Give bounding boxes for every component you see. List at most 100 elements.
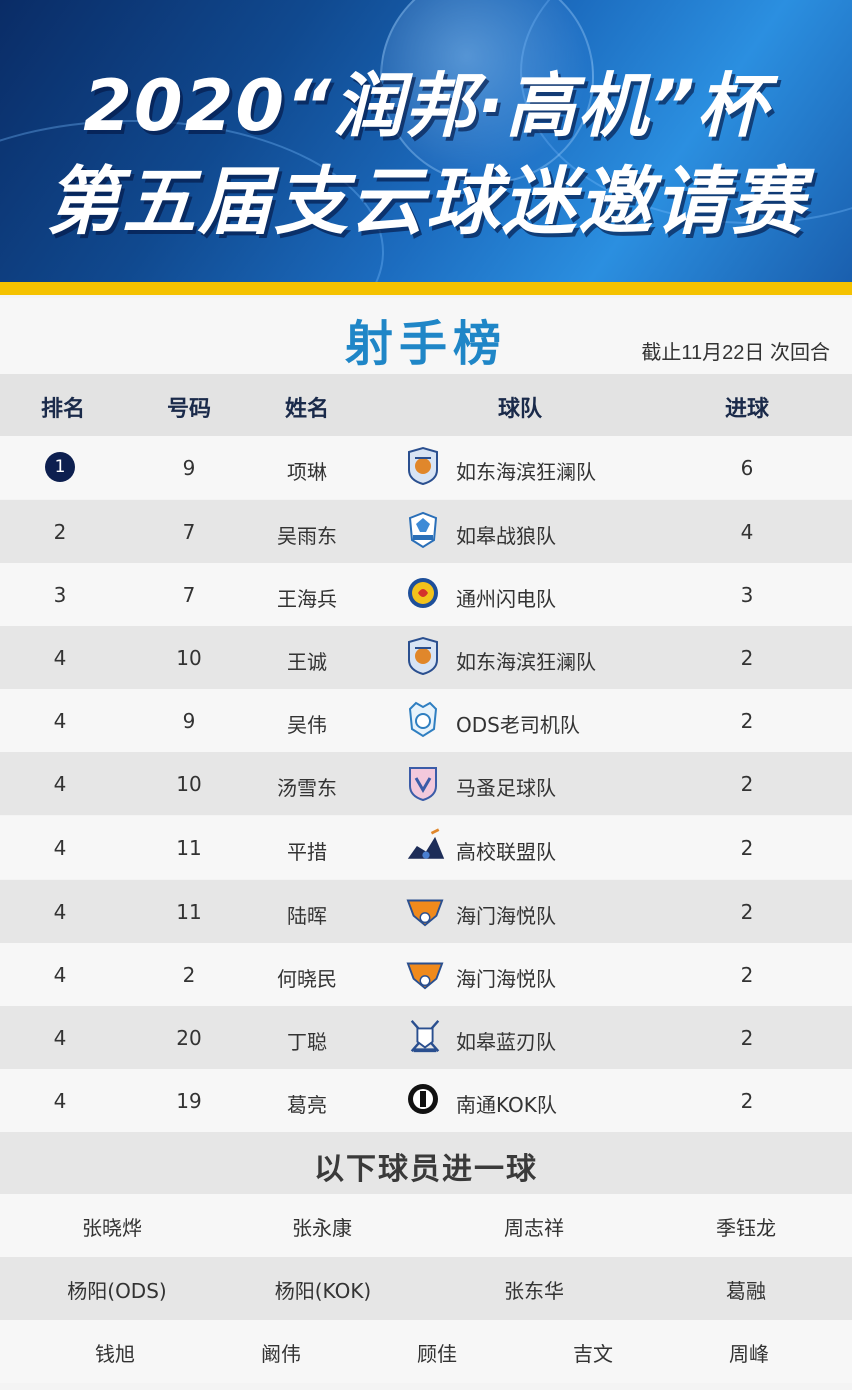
team-logo-icon — [406, 762, 440, 802]
section-title: 射手榜 — [344, 316, 507, 372]
section-title-bar: 射手榜 截止11月22日 次回合 — [0, 298, 852, 374]
goals-cell: 2 — [740, 836, 754, 860]
table-row: 4 9 吴伟 ODS老司机队 2 — [0, 689, 852, 752]
team-logo-icon — [406, 953, 444, 993]
number-cell: 10 — [176, 772, 202, 796]
one-goal-row: 张晓烨 张永康 周志祥 季钰龙 — [0, 1194, 852, 1257]
player-name: 张晓烨 — [82, 1216, 142, 1240]
goals-cell: 3 — [740, 583, 754, 607]
goals-cell: 2 — [740, 900, 754, 924]
goals-cell: 4 — [740, 520, 754, 544]
one-goal-title-bar: 以下球员进一球 — [0, 1132, 852, 1194]
number-cell: 11 — [176, 836, 202, 860]
table-row: 4 20 丁聪 如皋蓝刃队 2 — [0, 1006, 852, 1069]
team-name-cell: 海门海悦队 — [456, 904, 556, 928]
player-name: 季钰龙 — [716, 1216, 776, 1240]
rank-value: 3 — [53, 583, 67, 607]
table-row: 3 7 王海兵 通州闪电队 3 — [0, 563, 852, 626]
col-header-number: 号码 — [166, 397, 211, 422]
player-name: 钱旭 — [95, 1342, 135, 1366]
banner-title-line1: 2020“润邦·高机”杯 — [83, 65, 769, 147]
header-banner: 2020“润邦·高机”杯 第五届支云球迷邀请赛 — [0, 0, 852, 282]
rank-cell: 4 — [18, 772, 102, 796]
team-name-cell: 海门海悦队 — [456, 967, 556, 991]
table-row: 4 11 陆晖 海门海悦队 2 — [0, 880, 852, 943]
one-goal-row: 钱旭 阚伟 顾佳 吉文 周峰 — [0, 1320, 852, 1383]
player-name: 杨阳(ODS) — [67, 1279, 167, 1303]
rank-value: 4 — [53, 709, 67, 733]
col-header-team: 球队 — [497, 397, 542, 422]
rank-cell: 1 — [18, 452, 102, 482]
team-logo-icon — [406, 1079, 440, 1119]
rank-cell: 4 — [18, 646, 102, 670]
team-logo-icon — [406, 636, 440, 676]
team-logo-icon — [406, 826, 445, 866]
team-name-cell: 通州闪电队 — [456, 587, 556, 611]
player-name-cell: 平措 — [287, 840, 327, 864]
player-name-cell: 丁聪 — [287, 1030, 327, 1054]
date-note: 截止11月22日 次回合 — [641, 342, 830, 364]
rank-value: 4 — [53, 963, 67, 987]
goals-cell: 2 — [740, 709, 754, 733]
table-row: 4 10 王诚 如东海滨狂澜队 2 — [0, 626, 852, 689]
team-name-cell: 如东海滨狂澜队 — [456, 650, 596, 674]
player-name: 葛融 — [726, 1279, 766, 1303]
number-cell: 10 — [176, 646, 202, 670]
team-logo-icon — [406, 890, 444, 930]
number-cell: 9 — [182, 709, 196, 733]
rank-cell: 4 — [18, 900, 102, 924]
table-row: 4 2 何晓民 海门海悦队 2 — [0, 943, 852, 1006]
player-name-cell: 吴伟 — [287, 713, 327, 737]
rank-value: 4 — [53, 836, 67, 860]
table-row: 1 9 项琳 如东海滨狂澜队 6 — [0, 436, 852, 499]
goals-cell: 2 — [740, 1089, 754, 1113]
player-name: 杨阳(KOK) — [274, 1279, 372, 1303]
rank-value: 4 — [53, 646, 67, 670]
team-logo-icon — [406, 446, 440, 486]
player-name-cell: 项琳 — [287, 460, 327, 484]
rank-cell: 4 — [18, 709, 102, 733]
banner-title-line2: 第五届支云球迷邀请赛 — [46, 159, 806, 245]
player-name: 周志祥 — [504, 1216, 564, 1240]
team-name-cell: ODS老司机队 — [456, 713, 580, 737]
team-logo-icon — [406, 699, 440, 739]
goals-cell: 2 — [740, 963, 754, 987]
col-header-goals: 进球 — [724, 397, 769, 422]
number-cell: 7 — [182, 520, 196, 544]
team-logo-icon — [406, 1016, 440, 1056]
col-header-name: 姓名 — [284, 397, 329, 422]
goals-cell: 6 — [740, 456, 754, 480]
rank-value: 2 — [53, 520, 67, 544]
team-name-cell: 如东海滨狂澜队 — [456, 460, 596, 484]
number-cell: 9 — [182, 456, 196, 480]
team-logo-icon — [406, 573, 440, 613]
player-name-cell: 王海兵 — [277, 587, 337, 611]
number-cell: 20 — [176, 1026, 202, 1050]
table-row: 4 10 汤雪东 马蚤足球队 2 — [0, 752, 852, 815]
number-cell: 19 — [176, 1089, 202, 1113]
player-name-cell: 何晓民 — [277, 967, 337, 991]
one-goal-title: 以下球员进一球 — [314, 1152, 538, 1187]
col-header-rank: 排名 — [40, 397, 85, 422]
rank-cell: 4 — [18, 1089, 102, 1113]
player-name: 阚伟 — [261, 1342, 301, 1366]
team-logo-icon — [406, 510, 440, 550]
player-name: 吉文 — [573, 1342, 613, 1366]
rank-value: 4 — [53, 900, 67, 924]
table-row: 4 19 葛亮 南通KOK队 2 — [0, 1069, 852, 1132]
goals-cell: 2 — [740, 1026, 754, 1050]
team-name-cell: 如皋蓝刃队 — [456, 1030, 556, 1054]
player-name-cell: 吴雨东 — [277, 524, 337, 548]
rank-cell: 4 — [18, 836, 102, 860]
number-cell: 11 — [176, 900, 202, 924]
rank-cell: 3 — [18, 583, 102, 607]
rank-value: 4 — [53, 1089, 67, 1113]
rank-badge: 1 — [45, 452, 75, 482]
rank-cell: 4 — [18, 963, 102, 987]
player-name-cell: 葛亮 — [287, 1093, 327, 1117]
accent-bar — [0, 282, 852, 295]
one-goal-row: 杨阳(ODS) 杨阳(KOK) 张东华 葛融 — [0, 1257, 852, 1320]
table-row: 2 7 吴雨东 如皋战狼队 4 — [0, 500, 852, 563]
table-header: 排名 号码 姓名 球队 进球 — [0, 374, 852, 436]
player-name: 顾佳 — [417, 1342, 457, 1366]
